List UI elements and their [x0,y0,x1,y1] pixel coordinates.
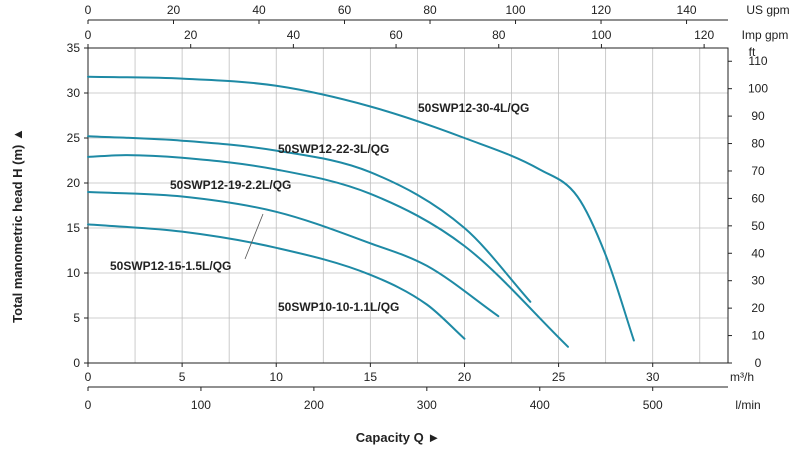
x-tick-label: 10 [270,370,284,384]
x-tick-label: 15 [364,370,378,384]
x-unit-label: m³/h [730,370,754,384]
impgpm-tick-label: 80 [492,28,506,42]
x-axis-title: Capacity Q ► [356,430,440,445]
plot-frame [87,47,729,364]
y-tick-label: 20 [67,176,81,190]
x-tick-label: 5 [179,370,186,384]
impgpm-tick-label: 20 [184,28,198,42]
y-tick-label: 35 [67,41,81,55]
curve-label: 50SWP12-15-1.5L/QG [110,259,231,273]
usgpm-tick-label: 80 [423,3,437,17]
ft-unit-label: ft [749,45,756,59]
grid [88,48,728,363]
x-tick-label: 20 [458,370,472,384]
impgpm-tick-label: 120 [694,28,714,42]
impgpm-unit-label: Imp gpm [742,28,789,42]
curve-50swp12-30-4l [87,75,635,342]
lmin-tick-label: 300 [417,398,437,412]
curve-label: 50SWP12-30-4L/QG [418,101,529,115]
ft-tick-label: 50 [751,219,765,233]
y-tick-label: 10 [67,266,81,280]
usgpm-tick-label: 140 [677,3,697,17]
lmin-tick-label: 400 [530,398,550,412]
y-tick-label: 0 [73,356,80,370]
ft-tick-label: 10 [751,329,765,343]
curve-label: 50SWP10-10-1.1L/QG [278,300,399,314]
usgpm-tick-label: 100 [506,3,526,17]
lmin-tick-label: 200 [304,398,324,412]
ft-tick-label: 110 [748,54,767,68]
y-tick-label: 5 [73,311,80,325]
ft-tick-label: 80 [751,137,765,151]
curves [87,75,635,348]
x-tick-label: 0 [85,370,92,384]
usgpm-tick-label: 120 [591,3,611,17]
x-tick-label: 25 [552,370,566,384]
usgpm-tick-label: 40 [252,3,266,17]
x-tick-label: 30 [646,370,660,384]
y-axis-title: Total manometric head H (m) ▲ [10,128,25,323]
impgpm-tick-label: 40 [287,28,301,42]
curve-50swp12-15-1-5l [87,191,500,318]
impgpm-tick-label: 60 [389,28,403,42]
lmin-tick-label: 500 [643,398,663,412]
ft-tick-label: 60 [751,191,765,205]
curve-50swp12-19-2-2l [87,154,569,348]
ft-tick-label: 40 [751,246,765,260]
curve-50swp12-22-3l [87,135,532,303]
y-tick-label: 25 [67,131,81,145]
ft-tick-label: 20 [751,301,765,315]
usgpm-tick-label: 0 [85,3,92,17]
axes [84,19,732,391]
y-tick-label: 15 [67,221,81,235]
labels: 0 5 10 15 20 25 30 35 Total manometric head H (m… [10,3,790,445]
lmin-unit-label: l/min [735,398,760,412]
curve-label-leader-line [244,213,264,260]
ft-tick-label: 90 [751,109,765,123]
curve-label: 50SWP12-22-3L/QG [278,142,389,156]
usgpm-tick-label: 60 [338,3,352,17]
curve-50swp10-10-1-1l [87,223,466,340]
usgpm-unit-label: US gpm [746,3,789,17]
lmin-tick-label: 100 [191,398,211,412]
ft-tick-label: 100 [748,82,768,96]
y-tick-label: 30 [67,86,81,100]
curve-label: 50SWP12-19-2.2L/QG [170,178,291,192]
impgpm-tick-label: 0 [85,28,92,42]
lmin-tick-label: 0 [85,398,92,412]
ft-tick-label: 70 [751,164,765,178]
ft-tick-label: 0 [755,356,762,370]
usgpm-tick-label: 20 [167,3,181,17]
impgpm-tick-label: 100 [591,28,611,42]
ft-tick-label: 30 [751,274,765,288]
